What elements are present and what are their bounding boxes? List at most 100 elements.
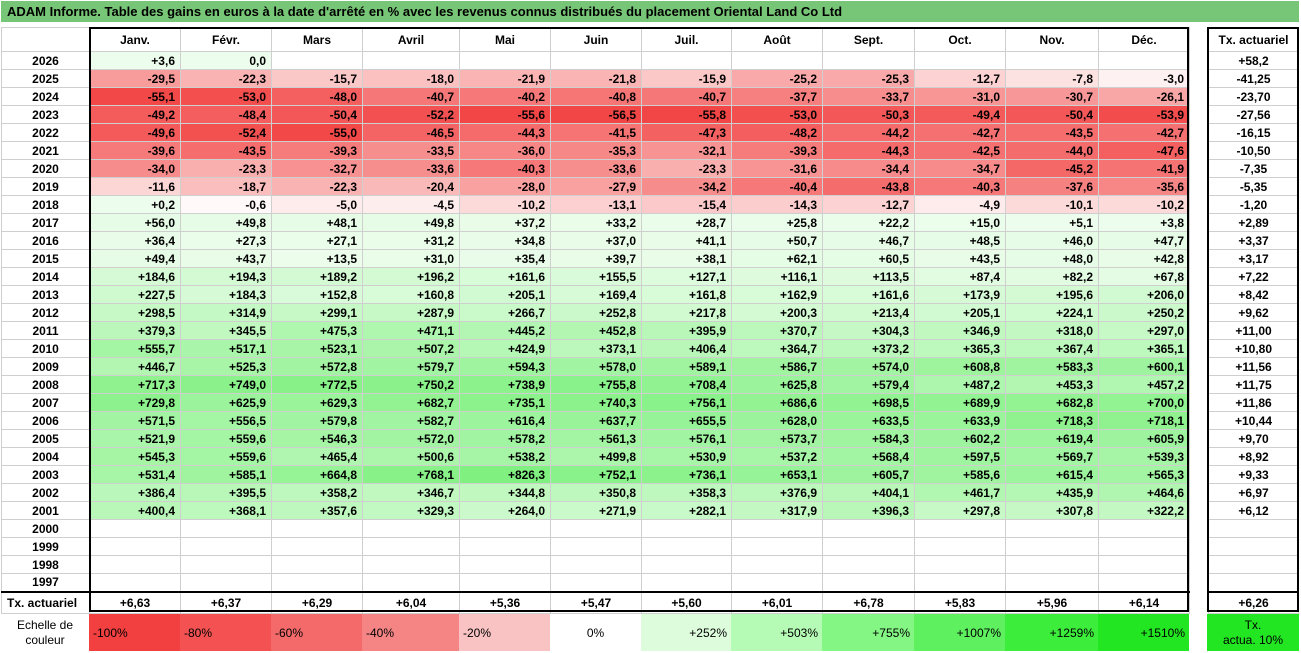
- gain-cell: -44,3: [459, 123, 551, 142]
- rate-row: +9,62: [1208, 303, 1299, 322]
- year-label: 1999: [1, 537, 90, 556]
- gain-cell: +113,5: [822, 267, 915, 286]
- gain-cell: +307,8: [1005, 501, 1099, 520]
- scale-swatch: -80%: [180, 614, 271, 651]
- gain-cell: +537,2: [731, 447, 823, 466]
- footer-rate-cell: +5,36: [459, 590, 551, 614]
- gain-cell: +396,3: [822, 501, 915, 520]
- gain-cell: +517,1: [180, 339, 272, 358]
- year-label: 1998: [1, 555, 90, 574]
- gain-cell: +585,6: [914, 465, 1006, 484]
- year-label: 2010: [1, 339, 90, 358]
- year-row: 2018 +0,2 -0,6 -5,0 -4,5 -10,2 -13,1 -15,4 -14,3…: [1, 195, 1190, 214]
- gain-cell: +608,8: [914, 357, 1006, 376]
- gain-cell: [1098, 51, 1190, 70]
- year-row: 2008 +717,3 +749,0 +772,5 +750,2 +738,9 +755,8…: [1, 375, 1190, 394]
- month-header: Mars: [271, 27, 363, 52]
- gain-cell: +579,8: [271, 411, 363, 430]
- footer-rate-cell: +5,96: [1005, 590, 1099, 614]
- year-label: 2008: [1, 375, 90, 394]
- gain-cell: +664,8: [271, 465, 363, 484]
- gain-cell: [914, 555, 1006, 574]
- gain-cell: -33,7: [822, 87, 915, 106]
- gain-cell: [822, 537, 915, 556]
- gain-cell: +499,8: [550, 447, 642, 466]
- gain-cell: +424,9: [459, 339, 551, 358]
- year-row: 2019 -11,6 -18,7 -22,3 -20,4 -28,0 -27,9 -34,2-…: [1, 177, 1190, 196]
- gain-cell: +507,2: [362, 339, 460, 358]
- gain-cell: +559,6: [180, 429, 272, 448]
- year-label: 2000: [1, 519, 90, 538]
- year-row: 2006 +571,5 +556,5 +579,8 +582,7 +616,4 +637,7…: [1, 411, 1190, 430]
- gain-cell: -50,4: [1005, 105, 1099, 124]
- gain-cell: +127,1: [641, 267, 732, 286]
- gain-cell: +0,2: [89, 195, 181, 214]
- year-label: 2009: [1, 357, 90, 376]
- rate-row: +11,00: [1208, 321, 1299, 340]
- month-header: Juin: [550, 27, 642, 52]
- gain-cell: -25,2: [731, 69, 823, 88]
- year-label: 2013: [1, 285, 90, 304]
- year-label: 2012: [1, 303, 90, 322]
- rate-cell: +11,56: [1208, 357, 1299, 376]
- gain-cell: +206,0: [1098, 285, 1190, 304]
- rate-row: [1208, 573, 1299, 592]
- gain-cell: +252,8: [550, 303, 642, 322]
- gain-cell: +750,2: [362, 375, 460, 394]
- gain-cell: +471,1: [362, 321, 460, 340]
- gain-cell: [550, 51, 642, 70]
- year-label: 2004: [1, 447, 90, 466]
- rate-cell: +6,97: [1208, 483, 1299, 502]
- year-row: 2003 +531,4 +585,1 +664,8 +768,1 +826,3 +752,1…: [1, 465, 1190, 484]
- gain-cell: +36,4: [89, 231, 181, 250]
- gain-cell: +41,1: [641, 231, 732, 250]
- gain-cell: -41,9: [1098, 159, 1190, 178]
- gain-cell: [271, 51, 363, 70]
- year-label: 2017: [1, 213, 90, 232]
- gain-cell: +585,1: [180, 465, 272, 484]
- footer-rate-cell: +6,14: [1098, 590, 1190, 614]
- gain-cell: -40,7: [641, 87, 732, 106]
- gain-cell: +717,3: [89, 375, 181, 394]
- gain-cell: +605,9: [1098, 429, 1190, 448]
- gain-cell: [550, 555, 642, 574]
- gain-cell: +772,5: [271, 375, 363, 394]
- scale-rate-line1: Tx.: [1244, 617, 1262, 632]
- gain-cell: -31,0: [914, 87, 1006, 106]
- gain-cell: [550, 573, 642, 592]
- gain-cell: [362, 573, 460, 592]
- year-row: 2013 +227,5 +184,3 +152,8 +160,8 +205,1 +169,4…: [1, 285, 1190, 304]
- gain-cell: +373,2: [822, 339, 915, 358]
- rate-cell: -16,15: [1208, 123, 1299, 142]
- gain-cell: +584,3: [822, 429, 915, 448]
- scale-swatch: +503%: [731, 614, 822, 651]
- gain-cell: +39,7: [550, 249, 642, 268]
- gain-cell: -40,2: [459, 87, 551, 106]
- gain-cell: +27,1: [271, 231, 363, 250]
- gain-cell: +404,1: [822, 483, 915, 502]
- gain-cell: +31,2: [362, 231, 460, 250]
- gain-cell: +38,1: [641, 249, 732, 268]
- gain-cell: [1005, 537, 1099, 556]
- gain-cell: +740,3: [550, 393, 642, 412]
- month-header: Janv.: [89, 27, 181, 52]
- year-label: 1997: [1, 573, 90, 592]
- gain-cell: +453,3: [1005, 375, 1099, 394]
- footer-rate-cell: +5,83: [914, 590, 1006, 614]
- gain-cell: -11,6: [89, 177, 181, 196]
- gain-cell: +298,5: [89, 303, 181, 322]
- gain-cell: [641, 555, 732, 574]
- rate-row: +6,97: [1208, 483, 1299, 502]
- gain-cell: -3,0: [1098, 69, 1190, 88]
- gain-cell: +344,8: [459, 483, 551, 502]
- gain-cell: -5,0: [271, 195, 363, 214]
- gain-cell: +358,3: [641, 483, 732, 502]
- year-label: 2016: [1, 231, 90, 250]
- gain-cell: +282,1: [641, 501, 732, 520]
- gain-cell: -52,4: [180, 123, 272, 142]
- year-row: 2025 -29,5 -22,3 -15,7 -18,0 -21,9 -21,8 -15,9-…: [1, 69, 1190, 88]
- gain-cell: -52,2: [362, 105, 460, 124]
- gain-cell: +317,9: [731, 501, 823, 520]
- gain-cell: +682,8: [1005, 393, 1099, 412]
- year-label: 2005: [1, 429, 90, 448]
